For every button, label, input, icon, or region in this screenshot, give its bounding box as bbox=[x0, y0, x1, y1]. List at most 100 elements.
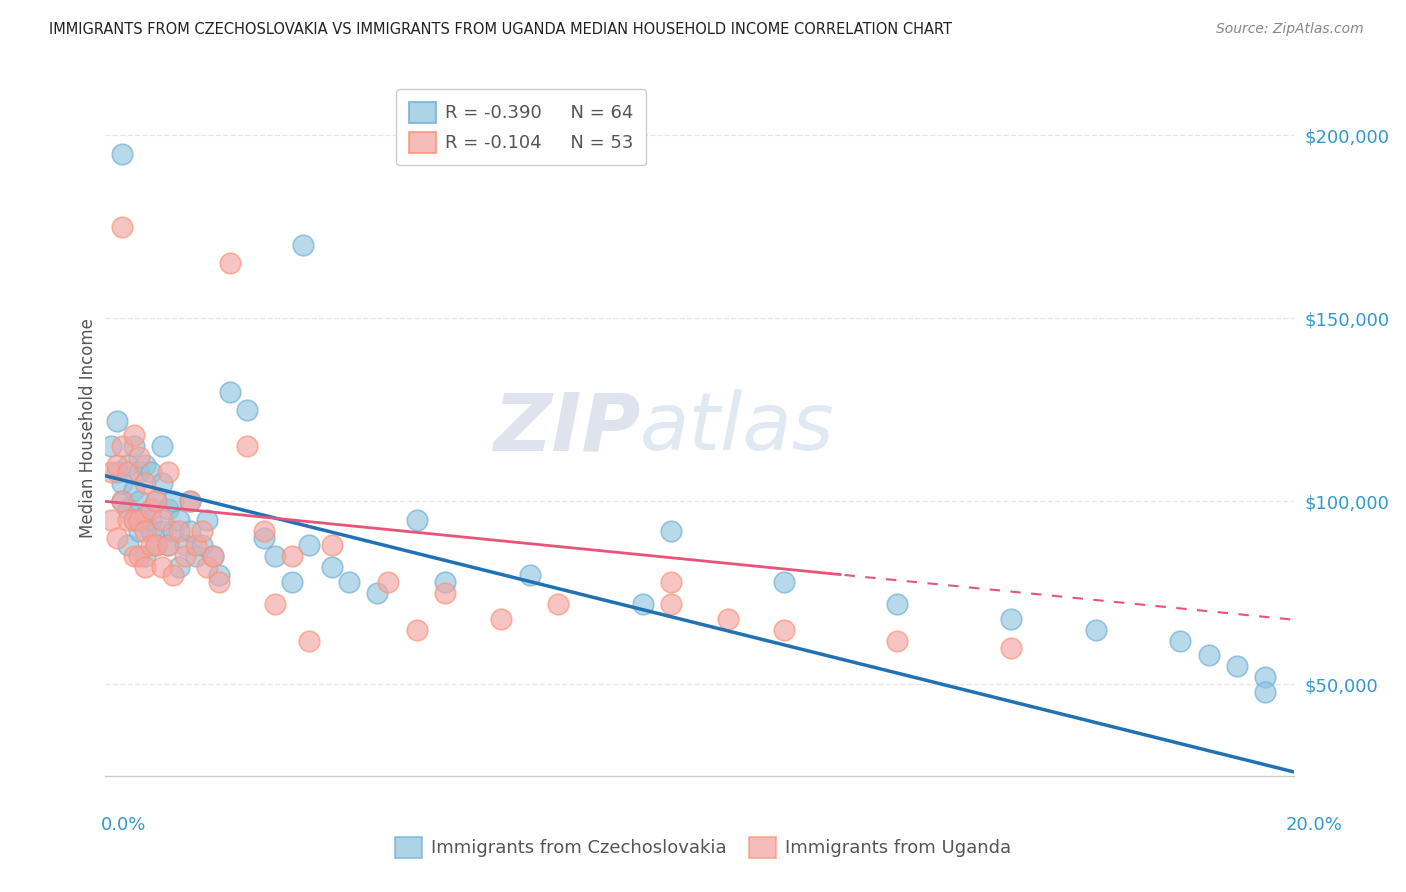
Point bbox=[195, 513, 218, 527]
Point bbox=[162, 567, 184, 582]
Point bbox=[105, 414, 128, 428]
Point bbox=[122, 428, 145, 442]
Point bbox=[179, 494, 201, 508]
Point bbox=[117, 513, 139, 527]
Point bbox=[100, 440, 122, 454]
Point bbox=[173, 549, 195, 564]
Point bbox=[111, 146, 134, 161]
Point bbox=[105, 458, 128, 472]
Point bbox=[134, 560, 156, 574]
Point bbox=[139, 538, 162, 552]
Point bbox=[167, 513, 190, 527]
Point bbox=[219, 256, 242, 270]
Point bbox=[122, 513, 145, 527]
Point bbox=[405, 623, 427, 637]
Point bbox=[184, 549, 207, 564]
Point bbox=[207, 567, 229, 582]
Point bbox=[298, 633, 321, 648]
Legend: R = -0.390     N = 64, R = -0.104     N = 53: R = -0.390 N = 64, R = -0.104 N = 53 bbox=[396, 89, 647, 165]
Point bbox=[134, 476, 156, 491]
Point bbox=[1000, 611, 1022, 625]
Point bbox=[659, 574, 682, 589]
Point bbox=[1084, 623, 1107, 637]
Point bbox=[150, 513, 173, 527]
Point bbox=[207, 574, 229, 589]
Point bbox=[631, 597, 654, 611]
Point bbox=[128, 465, 150, 479]
Point bbox=[128, 513, 150, 527]
Point bbox=[145, 538, 167, 552]
Point bbox=[184, 538, 207, 552]
Point bbox=[156, 465, 179, 479]
Point bbox=[134, 509, 156, 524]
Point bbox=[111, 219, 134, 234]
Point bbox=[281, 574, 304, 589]
Y-axis label: Median Household Income: Median Household Income bbox=[79, 318, 97, 538]
Point bbox=[122, 440, 145, 454]
Point bbox=[773, 574, 796, 589]
Point bbox=[1254, 685, 1277, 699]
Point bbox=[190, 524, 212, 538]
Point bbox=[321, 538, 343, 552]
Point bbox=[219, 384, 242, 399]
Point bbox=[886, 597, 908, 611]
Text: atlas: atlas bbox=[640, 389, 835, 467]
Text: Source: ZipAtlas.com: Source: ZipAtlas.com bbox=[1216, 22, 1364, 37]
Point bbox=[100, 465, 122, 479]
Point bbox=[117, 465, 139, 479]
Point bbox=[100, 513, 122, 527]
Point bbox=[150, 524, 173, 538]
Point bbox=[337, 574, 360, 589]
Point bbox=[773, 623, 796, 637]
Point bbox=[281, 549, 304, 564]
Point bbox=[717, 611, 740, 625]
Point bbox=[145, 494, 167, 508]
Point bbox=[253, 531, 276, 545]
Point bbox=[201, 549, 224, 564]
Point bbox=[128, 450, 150, 465]
Point bbox=[139, 524, 162, 538]
Text: 20.0%: 20.0% bbox=[1286, 816, 1343, 834]
Point bbox=[366, 586, 388, 600]
Point bbox=[111, 476, 134, 491]
Legend: Immigrants from Czechoslovakia, Immigrants from Uganda: Immigrants from Czechoslovakia, Immigran… bbox=[388, 830, 1018, 865]
Point bbox=[886, 633, 908, 648]
Point bbox=[179, 494, 201, 508]
Point bbox=[111, 494, 134, 508]
Point bbox=[156, 538, 179, 552]
Point bbox=[1198, 648, 1220, 663]
Point bbox=[145, 538, 167, 552]
Point bbox=[150, 440, 173, 454]
Point bbox=[179, 524, 201, 538]
Point bbox=[190, 538, 212, 552]
Point bbox=[292, 238, 315, 252]
Point bbox=[405, 513, 427, 527]
Point bbox=[264, 597, 287, 611]
Point bbox=[321, 560, 343, 574]
Text: IMMIGRANTS FROM CZECHOSLOVAKIA VS IMMIGRANTS FROM UGANDA MEDIAN HOUSEHOLD INCOME: IMMIGRANTS FROM CZECHOSLOVAKIA VS IMMIGR… bbox=[49, 22, 952, 37]
Point bbox=[122, 513, 145, 527]
Point bbox=[111, 440, 134, 454]
Point bbox=[659, 597, 682, 611]
Point bbox=[253, 524, 276, 538]
Point bbox=[150, 476, 173, 491]
Point bbox=[117, 501, 139, 516]
Point bbox=[195, 560, 218, 574]
Point bbox=[264, 549, 287, 564]
Point bbox=[162, 494, 184, 508]
Point bbox=[122, 483, 145, 498]
Point bbox=[167, 524, 190, 538]
Point bbox=[433, 586, 456, 600]
Point bbox=[1170, 633, 1192, 648]
Point bbox=[377, 574, 399, 589]
Point bbox=[173, 538, 195, 552]
Point bbox=[122, 549, 145, 564]
Point bbox=[105, 465, 128, 479]
Point bbox=[128, 549, 150, 564]
Point bbox=[117, 538, 139, 552]
Point bbox=[236, 402, 259, 417]
Point bbox=[433, 574, 456, 589]
Point bbox=[134, 458, 156, 472]
Point bbox=[167, 560, 190, 574]
Point bbox=[139, 513, 162, 527]
